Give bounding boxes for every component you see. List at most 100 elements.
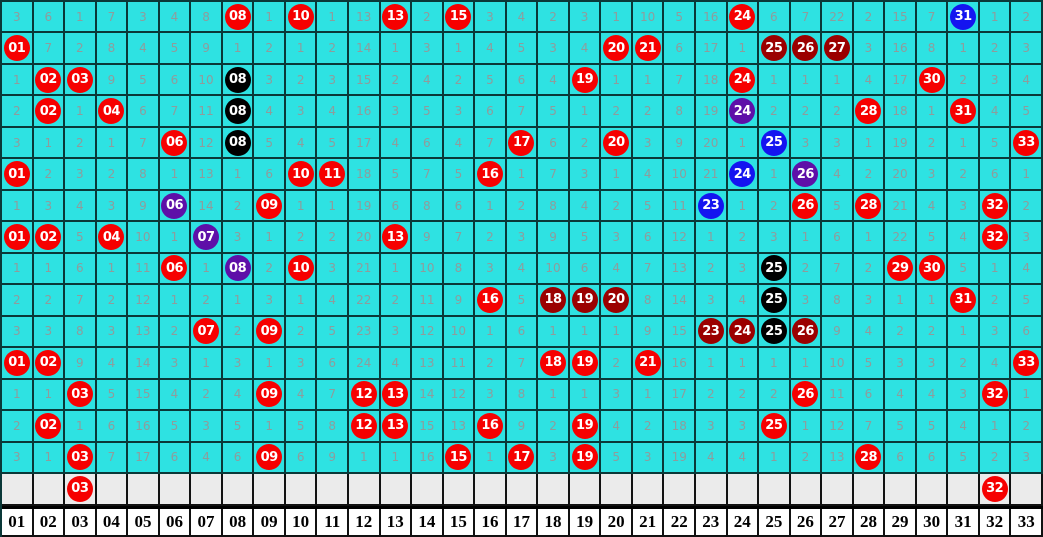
grid-cell: 31 (948, 285, 980, 317)
grid-cell: 19 (664, 442, 696, 475)
column-header: 05 (128, 508, 160, 537)
grid-cell: 2 (1011, 411, 1043, 443)
grid-cell: 10 (443, 316, 476, 349)
grid-cell: 2 (948, 159, 980, 191)
grid-cell: 25 (759, 316, 791, 349)
grid-cell: 2 (254, 33, 286, 65)
red-ball: 09 (256, 192, 283, 219)
grid-cell: 07 (191, 222, 223, 254)
grid-cell: 4 (979, 348, 1012, 380)
grid-cell: 7 (632, 253, 665, 286)
grid-cell: 1 (790, 348, 823, 380)
grid-cell: 1 (1011, 379, 1043, 412)
grid-cell: 1 (759, 442, 791, 475)
forecast-cell (664, 474, 696, 506)
grid-cell: 10 (285, 159, 318, 191)
grid-cell: 1 (475, 190, 507, 223)
grid-cell: 4 (538, 64, 570, 97)
red-ball: 10 (287, 161, 314, 188)
grid-cell: 3 (727, 411, 760, 443)
grid-cell: 24 (727, 64, 760, 97)
grid-cell: 7 (65, 285, 97, 317)
grid-cell: 4 (948, 222, 980, 254)
grid-cell: 1 (853, 222, 886, 254)
red-ball: 09 (256, 318, 283, 345)
grid-cell: 1 (948, 316, 980, 349)
grid-cell: 3 (33, 190, 66, 223)
grid-cell: 09 (254, 190, 286, 223)
grid-cell: 10 (632, 2, 665, 34)
grid-cell: 19 (695, 96, 728, 128)
grid-cell: 16 (128, 411, 160, 443)
grid-cell: 16 (664, 348, 696, 380)
grid-cell: 2 (96, 285, 129, 317)
grid-cell: 4 (632, 159, 665, 191)
grid-cell: 5 (822, 190, 854, 223)
grid-cell: 6 (506, 64, 539, 97)
black-ball: 25 (760, 255, 787, 282)
grid-cell: 7 (33, 33, 66, 65)
grid-cell: 2 (475, 348, 507, 380)
grid-cell: 4 (96, 348, 129, 380)
grid-cell: 1 (191, 253, 223, 286)
grid-cell: 1 (475, 316, 507, 349)
grid-cell: 11 (822, 379, 854, 412)
grid-cell: 5 (916, 222, 949, 254)
grid-cell: 02 (33, 96, 66, 128)
grid-cell: 13 (412, 348, 444, 380)
grid-cell: 3 (538, 442, 570, 475)
grid-row: 3 1 2 1 7 06 12 08 5 4 5 17 4 6 4 7 17 6 2 20 3 9 20 1 25 3 3 1 19 2 1… (2, 127, 1043, 160)
red-ball: 02 (35, 66, 62, 93)
grid-cell: 1 (916, 285, 949, 317)
grid-cell: 14 (128, 348, 160, 380)
grid-cell: 9 (632, 316, 665, 349)
grid-cell: 2 (759, 190, 791, 223)
column-header: 22 (664, 508, 696, 537)
grid-cell: 6 (664, 33, 696, 65)
grid-cell: 26 (790, 190, 823, 223)
red-ball: 25 (760, 412, 787, 439)
grid-cell: 11 (191, 96, 223, 128)
grid-cell: 10 (538, 253, 570, 286)
grid-cell: 26 (790, 379, 823, 412)
grid-cell: 20 (601, 33, 633, 65)
grid-cell: 5 (475, 64, 507, 97)
grid-cell: 8 (128, 159, 160, 191)
grid-cell: 6 (65, 253, 97, 286)
grid-cell: 22 (822, 2, 854, 34)
grid-cell: 17 (348, 127, 381, 160)
grid-cell: 14 (412, 379, 444, 412)
forecast-row: 03 32 (2, 474, 1043, 506)
grid-cell: 1 (159, 222, 192, 254)
grid-cell: 21 (632, 348, 665, 380)
grid-cell: 1 (632, 64, 665, 97)
grid-cell: 6 (254, 159, 286, 191)
grid-cell: 9 (65, 348, 97, 380)
grid-cell: 2 (948, 348, 980, 380)
grid-cell: 4 (853, 64, 886, 97)
column-header: 08 (222, 508, 255, 537)
grid-cell: 19 (885, 127, 917, 160)
grid-cell: 3 (790, 285, 823, 317)
grid-cell: 6 (853, 379, 886, 412)
grid-cell: 4 (159, 379, 192, 412)
grid-cell: 18 (538, 285, 570, 317)
column-header: 11 (317, 508, 349, 537)
grid-cell: 3 (254, 285, 286, 317)
grid-cell: 07 (191, 316, 223, 349)
forecast-cell (128, 474, 160, 506)
grid-cell: 4 (916, 190, 949, 223)
grid-cell: 06 (159, 127, 192, 160)
grid-cell: 32 (979, 190, 1012, 223)
grid-cell: 7 (96, 442, 129, 475)
red-ball: 13 (382, 381, 409, 408)
forecast-cell (822, 474, 854, 506)
grid-cell: 3 (285, 96, 318, 128)
forecast-cell (632, 474, 665, 506)
grid-cell: 6 (33, 2, 66, 34)
grid-cell: 21 (885, 190, 917, 223)
grid-cell: 29 (885, 253, 917, 286)
red-ball: 06 (161, 129, 188, 156)
grid-cell: 1 (317, 190, 349, 223)
